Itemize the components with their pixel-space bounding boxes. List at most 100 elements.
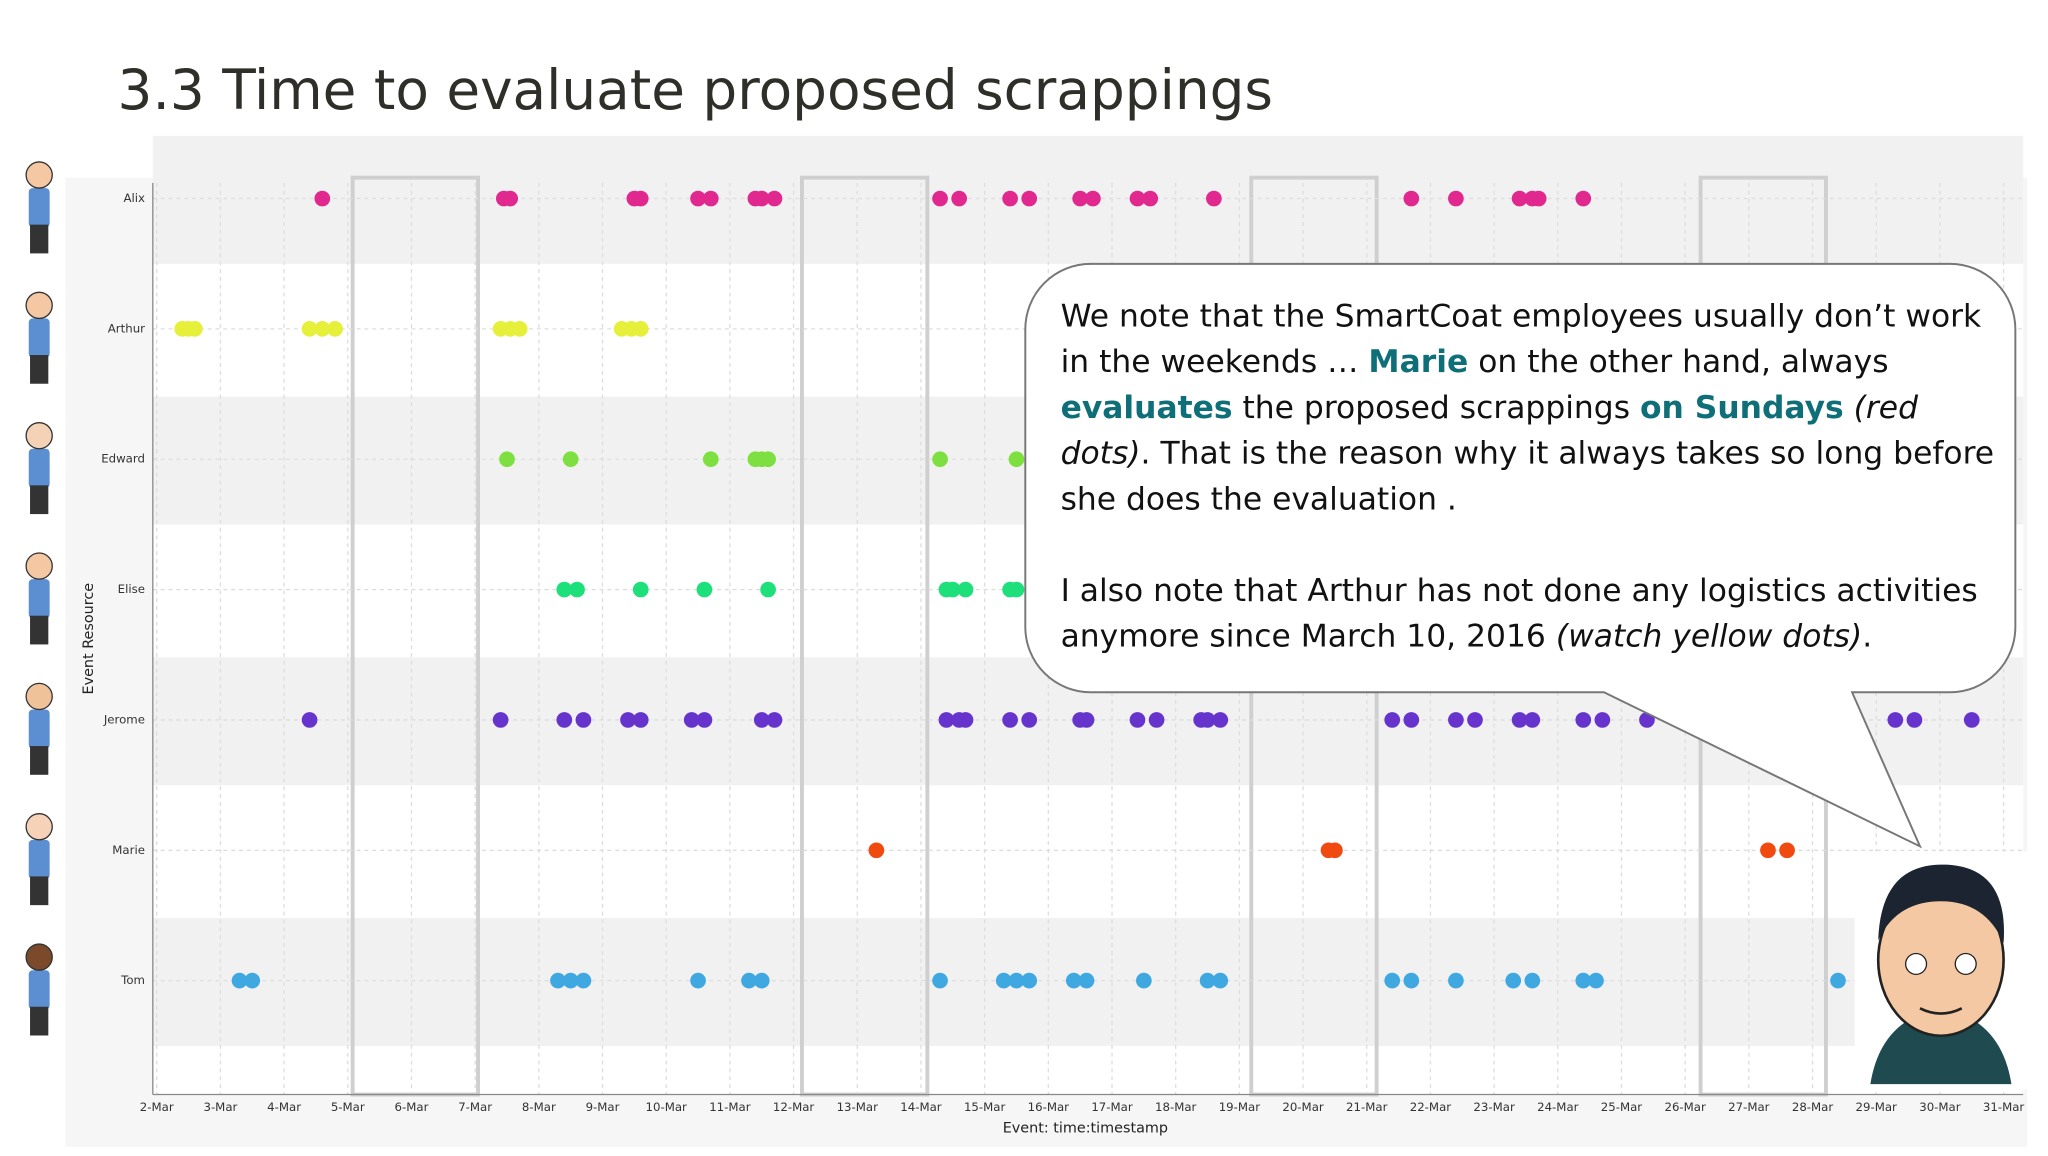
callout-run: evaluates xyxy=(1060,389,1233,426)
dot xyxy=(632,321,649,337)
callout-paragraph: I also note that Arthur has not done any… xyxy=(1061,568,2008,659)
dot xyxy=(932,451,948,468)
dot xyxy=(1963,712,1980,728)
dot xyxy=(1448,190,1464,207)
dot xyxy=(1142,190,1159,207)
dot xyxy=(1530,190,1547,207)
dot xyxy=(760,451,776,468)
dot xyxy=(1906,712,1923,728)
y-tick-label: Tom xyxy=(120,973,145,987)
avatar-head xyxy=(25,161,53,189)
dot xyxy=(1403,712,1420,728)
dot xyxy=(575,972,592,989)
x-tick-label: 2-Mar xyxy=(140,1100,174,1114)
avatar-head xyxy=(25,943,53,971)
dot xyxy=(1384,972,1401,989)
dot xyxy=(632,190,649,207)
dot xyxy=(1575,712,1592,728)
dot xyxy=(1008,451,1025,468)
x-tick-label: 14-Mar xyxy=(900,1100,942,1114)
avatar-head xyxy=(25,422,53,450)
avatar-jacket xyxy=(1870,1008,2012,1085)
dot xyxy=(1008,972,1025,989)
dot xyxy=(1078,972,1095,989)
dot xyxy=(1212,712,1229,728)
dot xyxy=(1524,712,1541,728)
dot xyxy=(556,581,573,598)
y-tick-label: Jerome xyxy=(103,712,145,726)
dot xyxy=(632,712,649,728)
x-tick-label: 4-Mar xyxy=(267,1100,301,1114)
dot xyxy=(556,712,573,728)
callout-run: (watch yellow dots) xyxy=(1555,617,1863,655)
avatar-hair xyxy=(1878,864,2004,944)
dot xyxy=(696,712,713,728)
dot xyxy=(957,581,974,598)
x-tick-label: 3-Mar xyxy=(203,1100,237,1114)
avatar-legs xyxy=(30,485,49,515)
dot xyxy=(690,972,706,989)
x-tick-label: 12-Mar xyxy=(773,1100,815,1114)
callout-text: We note that the SmartCoat employees usu… xyxy=(1061,294,2008,660)
x-tick-label: 16-Mar xyxy=(1028,1100,1070,1114)
callout-run: (red dots) xyxy=(1060,389,1918,472)
x-tick-label: 31-Mar xyxy=(1983,1100,2025,1114)
dot xyxy=(1199,972,1216,989)
dot xyxy=(1594,712,1611,728)
dot xyxy=(1078,712,1095,728)
dot xyxy=(944,581,961,598)
dot xyxy=(1136,972,1152,989)
avatar-legs xyxy=(30,746,49,775)
dot xyxy=(1212,972,1229,989)
dot xyxy=(1072,190,1088,207)
y-tick-label: Marie xyxy=(112,843,145,857)
dot xyxy=(620,712,636,728)
y-tick-label: Alix xyxy=(123,191,145,205)
avatar-legs xyxy=(30,1006,49,1036)
callout-paragraph: We note that the SmartCoat employees usu… xyxy=(1061,294,2008,523)
x-tick-label: 20-Mar xyxy=(1282,1100,1324,1114)
avatar-body xyxy=(28,970,50,1010)
dot xyxy=(683,712,700,728)
callout-run: I also note that Arthur has not done any… xyxy=(1060,572,1978,655)
dot xyxy=(1575,190,1592,207)
avatar-legs xyxy=(30,355,49,384)
x-tick-label: 30-Mar xyxy=(1919,1100,1961,1114)
y-axis-title: Event Resource xyxy=(81,583,97,695)
avatar-body xyxy=(28,188,50,228)
x-tick-label: 25-Mar xyxy=(1601,1100,1643,1114)
dot xyxy=(1448,972,1464,989)
callout-run: on Sundays xyxy=(1640,389,1844,426)
dot xyxy=(957,712,974,728)
dot xyxy=(492,712,509,728)
dot xyxy=(569,581,585,598)
slide-title: 3.3 Time to evaluate proposed scrappings xyxy=(118,58,1273,122)
callout-box: We note that the SmartCoat employees usu… xyxy=(1061,294,2008,660)
dot xyxy=(1448,712,1464,728)
dot xyxy=(1206,190,1222,207)
tick-labels: 2-Mar 3-Mar 4-Mar 5-Mar 6-Mar 7-Mar 8-Mar 9-Mar… xyxy=(101,191,2024,1114)
x-tick-label: 23-Mar xyxy=(1473,1100,1515,1114)
dot xyxy=(951,190,967,207)
x-tick-label: 7-Mar xyxy=(458,1100,492,1114)
dot xyxy=(1887,712,1904,728)
avatar-body xyxy=(28,318,50,358)
x-tick-label: 26-Mar xyxy=(1664,1100,1706,1114)
avatar-body xyxy=(28,579,50,619)
avatar-body xyxy=(28,839,50,880)
avatar-head xyxy=(25,291,53,320)
dot xyxy=(502,190,519,207)
avatar-head xyxy=(25,552,53,580)
x-tick-label: 13-Mar xyxy=(837,1100,879,1114)
dot xyxy=(1575,972,1592,989)
x-tick-label: 11-Mar xyxy=(709,1100,751,1114)
callout-run xyxy=(1844,389,1854,426)
avatars xyxy=(25,161,53,1036)
dot xyxy=(1008,581,1025,598)
dot xyxy=(1327,842,1343,859)
x-tick-label: 5-Mar xyxy=(331,1100,365,1114)
avatar-head xyxy=(25,682,53,711)
x-tick-label: 29-Mar xyxy=(1856,1100,1898,1114)
